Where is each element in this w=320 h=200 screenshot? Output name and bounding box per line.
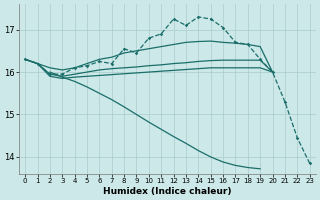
X-axis label: Humidex (Indice chaleur): Humidex (Indice chaleur): [103, 187, 232, 196]
